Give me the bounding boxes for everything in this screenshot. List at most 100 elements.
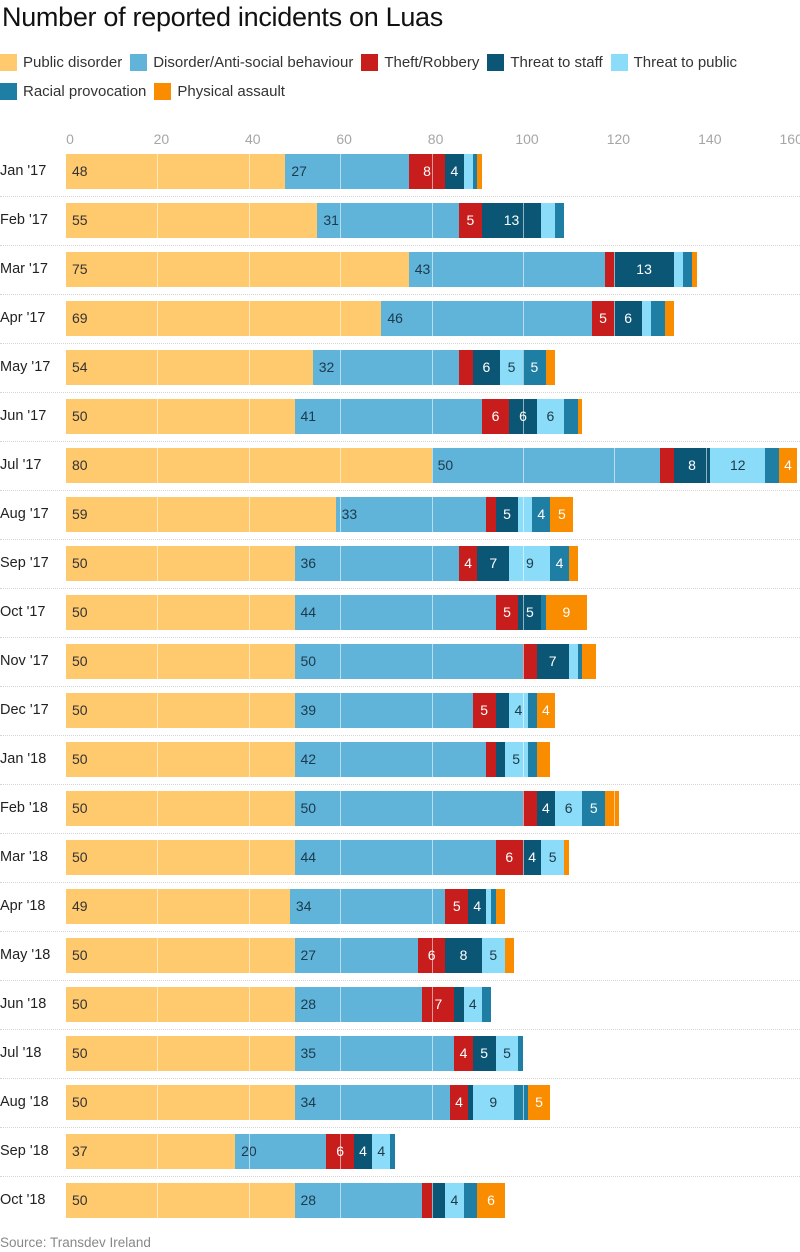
row-separator bbox=[0, 539, 800, 540]
bar-segment bbox=[66, 301, 382, 336]
category-label: Jul '18 bbox=[0, 1045, 42, 1061]
category-label: Apr '18 bbox=[0, 898, 46, 914]
gridline bbox=[523, 1183, 524, 1218]
data-label: 5 bbox=[530, 359, 539, 375]
gridline bbox=[705, 644, 707, 679]
gridline bbox=[431, 252, 433, 287]
bar-segment bbox=[417, 938, 446, 973]
data-label: 75 bbox=[72, 261, 88, 277]
gridline bbox=[614, 938, 616, 973]
data-label: 7 bbox=[489, 555, 498, 571]
gridline bbox=[340, 154, 342, 189]
gridline bbox=[705, 252, 707, 287]
data-label: 46 bbox=[387, 310, 403, 326]
category-label: Dec '17 bbox=[0, 702, 49, 718]
gridline bbox=[431, 203, 433, 238]
bar-segment bbox=[294, 546, 460, 581]
row-separator bbox=[0, 245, 800, 246]
gridline bbox=[523, 938, 524, 973]
bar-segment bbox=[536, 693, 555, 728]
bar-segment bbox=[294, 987, 423, 1022]
bar-segment bbox=[472, 1036, 496, 1071]
bar-segment bbox=[294, 1183, 423, 1218]
gridline bbox=[614, 791, 616, 826]
bar-segment bbox=[518, 595, 542, 630]
gridline bbox=[431, 1183, 433, 1218]
bar-segment bbox=[66, 350, 313, 385]
data-label: 50 bbox=[72, 408, 88, 424]
bar-segment bbox=[422, 1183, 432, 1218]
data-label: 5 bbox=[535, 1094, 543, 1110]
bar-segment bbox=[408, 252, 606, 287]
data-label: 6 bbox=[505, 849, 514, 865]
data-label: 5 bbox=[503, 1045, 511, 1061]
bar-segment bbox=[765, 448, 779, 483]
gridline bbox=[614, 546, 616, 581]
row-separator bbox=[0, 392, 800, 393]
bar-segment bbox=[527, 1085, 551, 1120]
data-label: 6 bbox=[487, 1192, 495, 1208]
bar-segment bbox=[477, 546, 510, 581]
gridline bbox=[157, 1036, 159, 1071]
data-label: 6 bbox=[482, 359, 491, 375]
bar-segment bbox=[564, 840, 569, 875]
gridline bbox=[705, 742, 707, 777]
bar-segment bbox=[463, 987, 482, 1022]
data-label: 6 bbox=[564, 800, 573, 816]
data-label: 43 bbox=[414, 261, 431, 277]
gridline bbox=[523, 546, 524, 581]
bar-segment bbox=[582, 644, 597, 679]
data-label: 50 bbox=[72, 653, 88, 669]
legend-label: Disorder/Anti-social behaviour bbox=[153, 54, 354, 71]
data-label: 13 bbox=[503, 212, 520, 228]
data-label: 4 bbox=[459, 1045, 468, 1061]
gridline bbox=[340, 693, 342, 728]
legend-swatch bbox=[610, 54, 628, 71]
bar-segment bbox=[504, 938, 514, 973]
data-label: 8 bbox=[459, 947, 468, 963]
data-label: 36 bbox=[300, 555, 317, 571]
data-label: 50 bbox=[72, 1094, 88, 1110]
data-label: 34 bbox=[300, 1094, 317, 1110]
row-separator bbox=[0, 490, 800, 491]
gridline bbox=[248, 301, 250, 336]
bar-segment bbox=[582, 791, 606, 826]
row-separator bbox=[0, 343, 800, 344]
bar-segment bbox=[463, 154, 473, 189]
gridline bbox=[248, 154, 250, 189]
data-label: 7 bbox=[434, 996, 443, 1012]
data-label: 4 bbox=[555, 555, 564, 571]
gridline bbox=[705, 1134, 707, 1169]
gridline bbox=[523, 595, 524, 630]
bar-segment bbox=[605, 252, 615, 287]
gridline bbox=[431, 350, 433, 385]
gridline bbox=[523, 1134, 524, 1169]
gridline bbox=[797, 742, 799, 777]
bar-segment bbox=[66, 546, 295, 581]
legend-label: Threat to public bbox=[633, 54, 738, 71]
gridline bbox=[248, 1134, 250, 1169]
bar-segment bbox=[66, 938, 295, 973]
bar-segment bbox=[66, 889, 290, 924]
gridline bbox=[340, 1183, 342, 1218]
gridline bbox=[797, 693, 799, 728]
bar-segment bbox=[673, 252, 683, 287]
bar-segment bbox=[294, 1036, 455, 1071]
data-label: 8 bbox=[423, 163, 431, 179]
bar-segment bbox=[335, 497, 487, 532]
gridline bbox=[705, 203, 707, 238]
data-label: 37 bbox=[72, 1143, 88, 1159]
data-label: 4 bbox=[541, 702, 550, 718]
data-label: 59 bbox=[72, 506, 88, 522]
x-tick-label: 80 bbox=[427, 131, 444, 147]
gridline bbox=[705, 448, 707, 483]
data-label: 6 bbox=[546, 408, 555, 424]
bar-segment bbox=[495, 742, 505, 777]
bar-segment bbox=[778, 448, 798, 483]
gridline bbox=[340, 497, 342, 532]
bar-segment bbox=[523, 350, 546, 385]
gridline bbox=[705, 154, 707, 189]
gridline bbox=[614, 154, 616, 189]
data-label: 5 bbox=[548, 849, 557, 865]
bar-segment bbox=[481, 399, 510, 434]
